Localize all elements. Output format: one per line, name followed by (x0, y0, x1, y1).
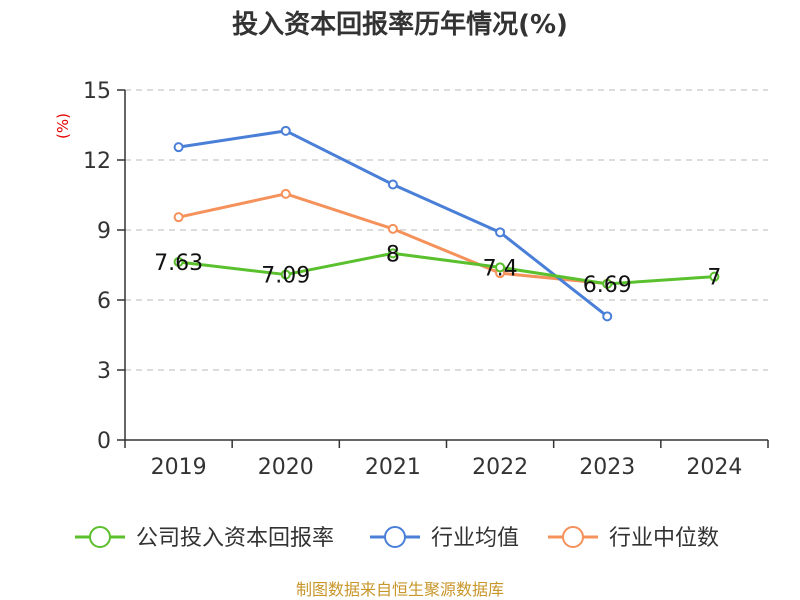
source-note: 制图数据来自恒生聚源数据库 (296, 580, 504, 599)
series-1-point-2023 (602, 311, 613, 322)
y-tick-label-0: 0 (97, 429, 111, 454)
series-2-point-2019 (173, 212, 184, 223)
series-1-point-2020 (280, 125, 291, 136)
series-2-point-2021 (387, 223, 398, 234)
legend-label-0: 公司投入资本回报率 (136, 526, 334, 551)
series-0-point-2021 (387, 248, 398, 259)
series-1-point-2022 (495, 227, 506, 238)
legend-label-2: 行业中位数 (609, 526, 719, 551)
axes: 0 3 6 9 12 15 2019 2020 2021 2022 2023 2024 (83, 79, 769, 480)
data-labels: 7.63 7.09 8 7.4 6.69 7 (154, 242, 721, 298)
y-tick-label-15: 15 (83, 79, 111, 104)
series-0-point-2022 (495, 262, 506, 273)
legend-item-0: 公司投入资本回报率 (75, 526, 334, 551)
gridlines (125, 89, 768, 371)
series-1-point-2021 (387, 179, 398, 190)
y-tick-label-3: 3 (97, 359, 111, 384)
series-0-point-2024 (709, 271, 720, 282)
series-0 (173, 248, 720, 289)
series-2-point-2020 (280, 188, 291, 199)
series-0-point-2020 (280, 269, 291, 280)
chart-title: 投入资本回报率历年情况(%) (232, 9, 568, 40)
x-tick-label-2021: 2021 (365, 455, 421, 480)
series-1 (173, 125, 613, 322)
series-line-0 (178, 251, 715, 286)
y-tick-label-6: 6 (97, 289, 111, 314)
series-1-point-2019 (173, 142, 184, 153)
data-label-2024: 7 (707, 266, 721, 291)
y-tick-label-9: 9 (97, 219, 111, 244)
legend-item-2: 行业中位数 (548, 526, 719, 551)
x-tick-label-2022: 2022 (472, 455, 528, 480)
x-tick-label-2023: 2023 (579, 455, 635, 480)
data-label-2021: 8 (386, 242, 400, 267)
x-tick-label-2024: 2024 (686, 455, 742, 480)
series-layer (173, 125, 720, 322)
y-axis-unit-label: (%) (54, 113, 72, 139)
legend-item-1: 行业均值 (370, 526, 519, 551)
y-tick-label-12: 12 (83, 149, 111, 174)
data-label-2019: 7.63 (154, 251, 203, 276)
legend-label-1: 行业均值 (431, 526, 519, 551)
series-line-1 (178, 129, 609, 318)
data-label-2022: 7.4 (483, 256, 518, 281)
legend: 公司投入资本回报率 行业均值 行业中位数 (75, 526, 719, 551)
x-tick-label-2019: 2019 (151, 455, 207, 480)
data-label-2020: 7.09 (261, 264, 310, 289)
legend-marker-1 (384, 526, 406, 548)
legend-marker-0 (89, 526, 111, 548)
data-label-2023: 6.69 (583, 273, 632, 298)
series-0-point-2023 (602, 278, 613, 289)
series-0-point-2019 (173, 256, 184, 267)
x-tick-label-2020: 2020 (258, 455, 314, 480)
legend-marker-2 (562, 526, 584, 548)
